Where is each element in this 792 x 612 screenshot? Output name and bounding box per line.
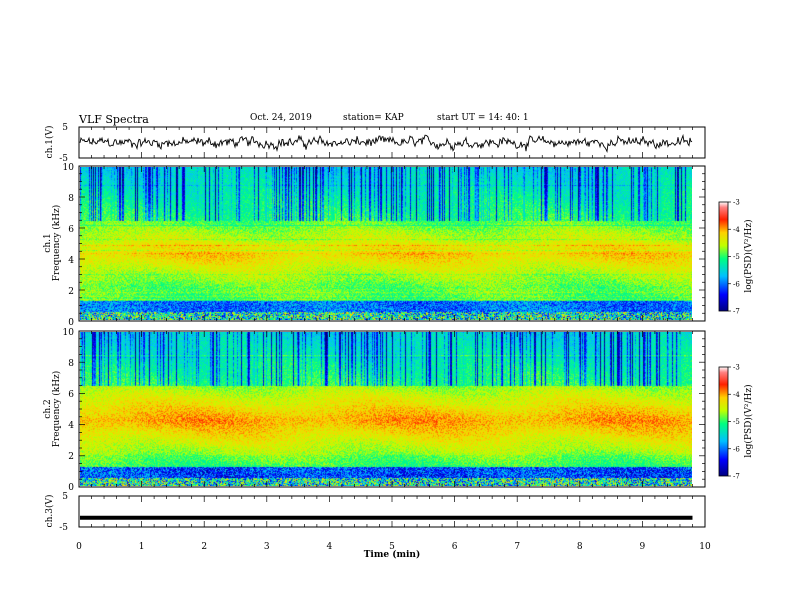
ch2-colorbar-tick-label: -7	[733, 473, 740, 481]
time-axis-tick-labels: 0 1 2 3 4 5 6 7 8 9 10	[76, 542, 711, 552]
plot-title: VLF Spectra	[79, 113, 149, 126]
ch1-spectrogram-ylabel-2: Frequency (kHz)	[51, 205, 62, 282]
ch2-colorbar-tick-label: -4	[733, 391, 740, 399]
ch1-ytick-0: 0	[68, 318, 74, 328]
ch1-ytick-10: 10	[63, 163, 75, 173]
ch1-colorbar-tick-label: -3	[733, 199, 740, 207]
ch1-ytick-bottom: -5	[59, 154, 68, 164]
ch1-colorbar-tick-label: -5	[733, 253, 740, 261]
ch1-ytick-2: 2	[68, 287, 74, 297]
ch2-ytick-2: 2	[68, 452, 74, 462]
time-axis-label: Time (min)	[364, 549, 421, 560]
ch1-waveform-ylabel: ch.1(V)	[44, 126, 55, 159]
ch2-spectrogram-ylabel-1: ch.2	[43, 399, 53, 418]
ch2-colorbar-tick-label: -3	[733, 364, 740, 372]
ch1-ytick-top: 5	[62, 123, 68, 133]
ch2-ytick-0: 0	[68, 483, 74, 493]
time-axis-tick-6: 6	[452, 542, 458, 552]
ch1-colorbar-tick-label: -6	[733, 280, 740, 288]
time-axis-tick-10: 10	[699, 542, 711, 552]
ch2-ytick-8: 8	[68, 359, 74, 369]
ch2-colorbar-tick-label: -5	[733, 418, 740, 426]
ch1-colorbar-tick-label: -7	[733, 308, 740, 316]
ch2-ytick-6: 6	[68, 390, 74, 400]
ch1-ytick-6: 6	[68, 225, 74, 235]
ch1-ytick-4: 4	[68, 256, 74, 266]
ch2-colorbar-label: log(PSD)(V²/Hz)	[743, 384, 754, 457]
time-axis-tick-8: 8	[577, 542, 583, 552]
start-time-label: start UT = 14: 40: 1	[437, 113, 529, 123]
time-axis-tick-7: 7	[514, 542, 520, 552]
time-axis-tick-4: 4	[327, 542, 333, 552]
ch1-waveform-line	[79, 133, 693, 153]
time-axis-tick-0: 0	[76, 542, 82, 552]
ch3-waveform-ylabel: ch.3(V)	[44, 495, 55, 528]
time-axis-tick-5: 5	[389, 542, 395, 552]
ch2-spectrogram-ylabel-2: Frequency (kHz)	[51, 371, 62, 448]
ch1-colorbar-tick-label: -4	[733, 226, 740, 234]
ch1-ytick-8: 8	[68, 194, 74, 204]
ch2-spectrogram-panel: 10 8 6 4 2 0 ch.2 Frequency (kHz)	[43, 328, 706, 493]
time-axis-tick-9: 9	[640, 542, 646, 552]
time-axis-tick-3: 3	[264, 542, 270, 552]
ch1-spectrogram-panel: 10 8 6 4 2 0 ch.1 Frequency (kHz)	[43, 163, 706, 328]
date-label: Oct. 24, 2019	[250, 113, 312, 123]
ch2-spectrogram-image	[80, 332, 692, 486]
ch1-colorbar: -3 -4 -5 -6 -7 log(PSD)(V²/Hz)	[718, 199, 754, 316]
ch2-colorbar-tick-label: -6	[733, 445, 740, 453]
ch2-ytick-4: 4	[68, 421, 74, 431]
ch2-ytick-10: 10	[63, 328, 75, 338]
ch3-ytick-bottom: -5	[59, 523, 68, 533]
ch2-colorbar: -3 -4 -5 -6 -7 log(PSD)(V²/Hz)	[718, 364, 754, 481]
station-label: station= KAP	[343, 113, 404, 123]
ch1-colorbar-label: log(PSD)(V²/Hz)	[743, 219, 754, 292]
ch1-spectrogram-ylabel-1: ch.1	[43, 233, 53, 252]
time-axis-tick-2: 2	[201, 542, 207, 552]
ch1-spectrogram-image	[80, 167, 692, 320]
ch1-waveform-panel: 5 -5 ch.1(V)	[44, 123, 706, 164]
ch3-ytick-top: 5	[62, 492, 68, 502]
time-axis-tick-1: 1	[139, 542, 145, 552]
ch3-waveform-panel: 5 -5 ch.3(V)	[44, 492, 706, 533]
